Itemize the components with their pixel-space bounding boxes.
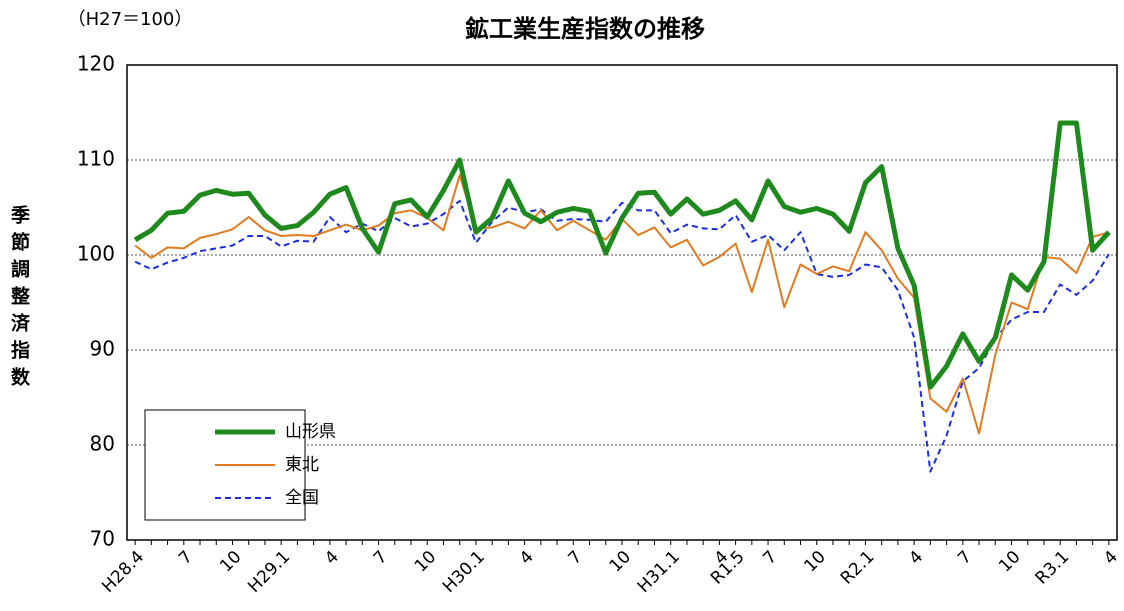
series-line [133, 120, 1111, 390]
x-tick-label: R2.1 [837, 547, 879, 589]
x-tick-label: 10 [995, 547, 1024, 576]
legend-label: 山形県 [285, 422, 336, 442]
y-tick-label: 100 [77, 242, 115, 266]
y-tick-label: 110 [77, 147, 115, 171]
x-tick-label: 10 [216, 547, 245, 576]
x-tick-label: 4 [1100, 547, 1122, 569]
y-tick-label: 80 [90, 432, 115, 456]
x-tick-label: 7 [954, 547, 976, 569]
x-tick-label: R3.1 [1032, 547, 1074, 589]
x-tick-label: 7 [759, 547, 781, 569]
x-tick-label: 7 [565, 547, 587, 569]
x-tick-label: 10 [606, 547, 635, 576]
y-tick-label: 70 [90, 527, 115, 551]
legend-label: 全国 [285, 488, 319, 508]
y-axis-label: 季節調整済指数 [8, 205, 30, 394]
x-tick-label: 4 [516, 547, 538, 569]
x-tick-label: H31.1 [634, 547, 684, 597]
series-line [134, 199, 1110, 473]
y-tick-label: 120 [77, 52, 115, 76]
y-tick-label: 90 [90, 337, 115, 361]
unit-note: （H27＝100） [68, 9, 193, 30]
x-tick-label: 7 [175, 547, 197, 569]
x-tick-label: H28.4 [98, 547, 148, 597]
x-tick-label: 4 [321, 547, 343, 569]
x-tick-label: 7 [370, 547, 392, 569]
x-tick-label: 10 [800, 547, 829, 576]
chart-title: 鉱工業生産指数の推移 [465, 15, 705, 43]
x-tick-label: H29.1 [244, 547, 294, 597]
legend-label: 東北 [285, 455, 319, 475]
x-tick-label: 10 [411, 547, 440, 576]
x-tick-label: H30.1 [439, 547, 489, 597]
x-tick-label: 4 [905, 547, 927, 569]
